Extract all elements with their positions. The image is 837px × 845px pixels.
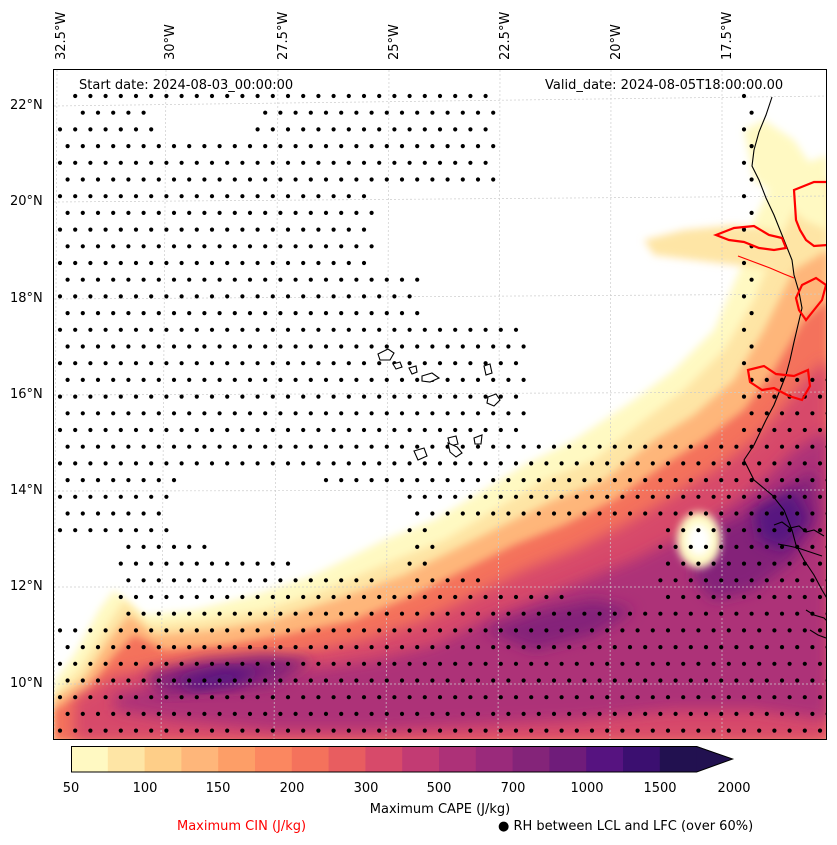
lon-label-25w: 25°W xyxy=(387,24,402,60)
colorbar-tick-2000: 2000 xyxy=(717,781,751,796)
colorbar-segment xyxy=(586,746,624,772)
start-date-label: Start date: 2024-08-03_00:00:00 xyxy=(79,78,294,93)
colorbar-tick-300: 300 xyxy=(353,781,379,796)
colorbar-tick-1500: 1500 xyxy=(643,781,677,796)
colorbar-segment xyxy=(107,746,146,772)
lat-label-14n: 14°N xyxy=(10,483,43,498)
colorbar-tick-200: 200 xyxy=(279,781,305,796)
colorbar-extend-arrow xyxy=(696,746,733,772)
lon-label-30w: 30°W xyxy=(163,24,178,60)
cin-contours xyxy=(712,180,826,402)
colorbar-segment xyxy=(255,746,293,772)
lat-label-12n: 12°N xyxy=(10,579,43,594)
lon-label-22-5w: 22.5°W xyxy=(498,11,513,60)
colorbar-segment xyxy=(218,746,256,772)
lat-label-20n: 20°N xyxy=(10,194,43,209)
lat-label-16n: 16°N xyxy=(10,387,43,402)
lat-label-10n: 10°N xyxy=(10,676,43,691)
colorbar-tick-700: 700 xyxy=(500,781,526,796)
cin-legend-label: Maximum CIN (J/kg) xyxy=(177,819,307,834)
lon-label-20w: 20°W xyxy=(609,24,624,60)
map-panel[interactable] xyxy=(53,69,827,740)
colorbar-tick-50: 50 xyxy=(62,781,80,796)
lon-label-17-5w: 17.5°W xyxy=(720,11,735,60)
colorbar-segment xyxy=(328,746,366,772)
rh-legend: ● RH between LCL and LFC (over 60%) xyxy=(498,819,753,834)
colorbar-title: Maximum CAPE (J/kg) xyxy=(369,802,511,817)
colorbar-tick-500: 500 xyxy=(426,781,452,796)
graticule xyxy=(54,70,826,739)
colorbar-segment xyxy=(144,746,182,772)
lon-label-32-5w: 32.5°W xyxy=(54,11,69,60)
colorbar-segment xyxy=(402,746,440,772)
coastline xyxy=(743,96,826,639)
colorbar-segment xyxy=(181,746,219,772)
rh-dot-grid xyxy=(57,93,826,733)
lat-label-18n: 18°N xyxy=(10,291,43,306)
rh-dot-icon: ● xyxy=(498,819,510,834)
colorbar-segment xyxy=(659,746,698,772)
colorbar-tick-1000: 1000 xyxy=(570,781,604,796)
colorbar-segment xyxy=(549,746,587,772)
lat-label-22n: 22°N xyxy=(10,98,43,113)
colorbar-segment xyxy=(365,746,403,772)
cape-colorbar xyxy=(71,746,735,773)
rh-legend-label: RH between LCL and LFC (over 60%) xyxy=(513,819,754,834)
colorbar-tick-100: 100 xyxy=(132,781,158,796)
colorbar-segment xyxy=(512,746,550,772)
valid-date-label: Valid_date: 2024-08-05T18:00:00.00 xyxy=(545,78,784,93)
map-canvas xyxy=(54,70,826,739)
colorbar-segment xyxy=(71,746,109,772)
cape-verde-islands xyxy=(377,348,501,461)
colorbar-segment xyxy=(623,746,661,772)
colorbar-segment xyxy=(475,746,514,772)
colorbar-segment xyxy=(439,746,477,772)
colorbar-tick-150: 150 xyxy=(205,781,231,796)
lon-label-27-5w: 27.5°W xyxy=(276,11,291,60)
colorbar-outline xyxy=(71,746,735,773)
cape-field xyxy=(54,120,826,739)
colorbar-segment xyxy=(291,746,330,772)
